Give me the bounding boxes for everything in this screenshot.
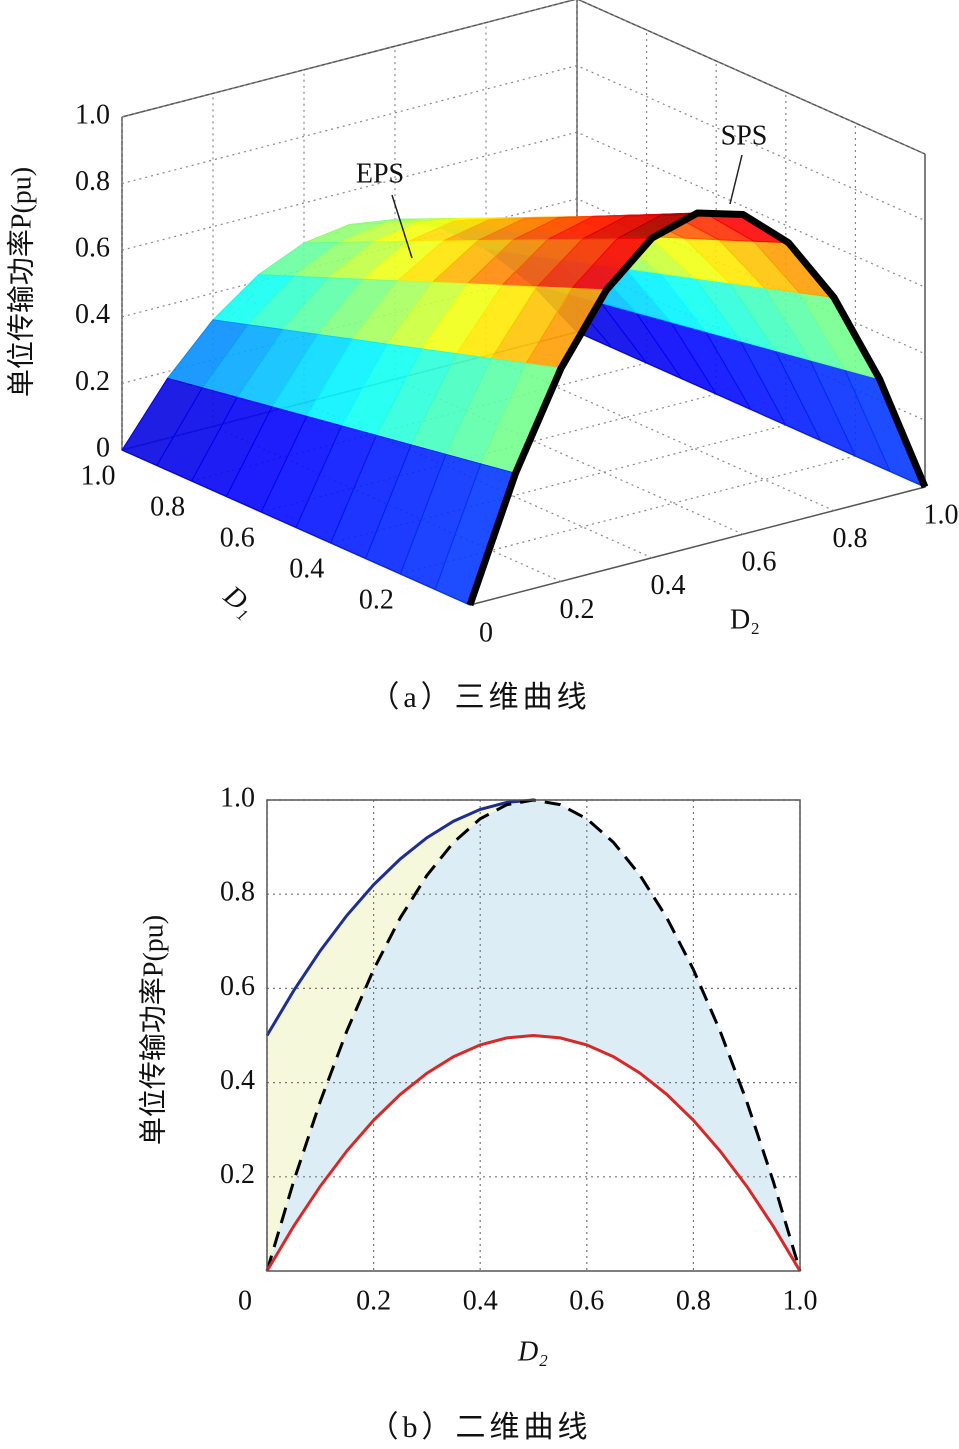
series-line: [265, 798, 534, 1037]
y-tick-label: 1.0: [220, 782, 255, 813]
z-tick-label: 0.8: [75, 166, 110, 197]
x-tick-label: 1.0: [783, 1285, 818, 1316]
y-tick-label: 0.8: [150, 491, 185, 522]
y-tick-label: 0.6: [220, 522, 255, 553]
y-axis-label: 单位传输功率P(pu): [137, 915, 169, 1145]
x-tick-label: 0.6: [742, 547, 777, 578]
x-tick-label: 0.4: [651, 570, 686, 601]
y-tick-label: 0.4: [220, 1065, 255, 1096]
annotation-leader: [729, 154, 743, 205]
grid-line: [121, 64, 926, 222]
x-axis-label: D₂: [517, 1336, 548, 1367]
z-axis-label: 单位传输功率P(pu): [5, 167, 37, 397]
y-tick-label: 0.6: [220, 971, 255, 1002]
x-tick-label: 0.6: [569, 1285, 604, 1316]
grid-line: [121, 0, 926, 155]
grid-line: [394, 46, 744, 535]
x-tick-label: 1.0: [924, 499, 959, 530]
caption: （a）三维曲线: [369, 681, 590, 714]
y-axis-label: D₁: [217, 579, 260, 622]
annotation-leader: [391, 194, 413, 259]
grid-line: [303, 69, 653, 559]
x-tick-label: 0.8: [833, 523, 868, 554]
y-tick-label: 0.2: [359, 584, 394, 615]
line-chart: 0.2 0.4 0.6 0.8 1.0 0 0.2 0.4 0.6 0.8 1.0 单位传输功率P(p…: [137, 782, 817, 1443]
grid-line: [400, 123, 857, 575]
annotation: EPS: [356, 158, 404, 189]
z-tick-label: 0.6: [75, 233, 110, 264]
z-tick-label: 0.2: [75, 366, 110, 397]
z-tick-label: 1.0: [75, 99, 110, 130]
plot-frame: [266, 799, 801, 1272]
x-tick-label: 0: [238, 1285, 252, 1316]
x-tick-label: 0.2: [356, 1285, 391, 1316]
y-tick-label: 1.0: [81, 460, 116, 491]
grid-line: [485, 22, 835, 512]
y-tick-label: 0.2: [220, 1159, 255, 1190]
y-tick-label: 0.4: [289, 553, 324, 584]
surface-chart: 00.20.40.60.81.000.20.40.60.81.00.20.40.…: [5, 0, 959, 714]
x-axis-label: D₂: [730, 604, 760, 635]
x-tick-label: 0.2: [560, 594, 595, 625]
y-tick-label: 0.8: [220, 877, 255, 908]
caption: （b）二维曲线: [369, 1411, 592, 1444]
x-tick-label: 0.4: [463, 1285, 498, 1316]
x-tick-label: 0: [479, 617, 493, 648]
x-tick-label: 0.8: [676, 1285, 711, 1316]
z-tick-label: 0: [96, 432, 110, 463]
box-edge: [469, 486, 926, 606]
grid-line: [121, 131, 926, 288]
series-line: [265, 1033, 802, 1272]
annotation: SPS: [721, 120, 768, 151]
sps-curve: [466, 209, 929, 607]
z-tick-label: 0.4: [75, 299, 110, 330]
